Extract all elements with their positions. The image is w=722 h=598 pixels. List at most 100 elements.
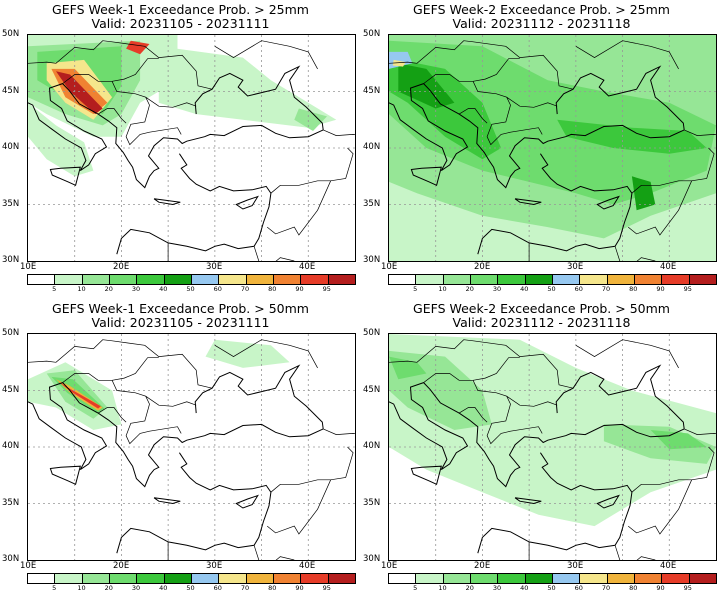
colorbar-swatch — [55, 574, 83, 583]
colorbar-swatch — [328, 574, 355, 583]
country-border — [684, 428, 716, 435]
coastline — [235, 494, 259, 509]
colorbar-tick-label: 5 — [413, 285, 418, 293]
country-border — [423, 74, 543, 146]
country-border — [214, 40, 318, 70]
colorbar-tick-label: 10 — [438, 285, 447, 293]
panel-week2-50mm: GEFS Week-2 Exceedance Prob. > 50mm Vali… — [361, 299, 722, 598]
coastline — [28, 83, 324, 189]
colorbar-swatch — [662, 275, 690, 284]
country-border — [614, 246, 656, 261]
precip-shading — [158, 46, 337, 128]
coastline — [596, 494, 620, 509]
lon-label: 20E — [113, 561, 130, 571]
lon-label: 20E — [474, 561, 491, 571]
colorbar-tick-label: 30 — [131, 285, 141, 293]
lon-label: 20E — [113, 262, 130, 272]
colorbar-tick-label: 40 — [520, 285, 529, 293]
coastline — [555, 65, 685, 130]
colorbar-swatch — [498, 574, 526, 583]
precip-shading — [603, 424, 716, 464]
country-border — [266, 479, 332, 535]
colorbar-swatch — [28, 275, 56, 284]
colorbar-tick-label: 70 — [240, 584, 250, 592]
coastline — [389, 83, 685, 189]
lon-label: 20E — [474, 262, 491, 272]
country-border — [145, 395, 197, 407]
colorbar-swatch — [607, 574, 635, 583]
colorbar-swatch — [191, 574, 220, 583]
lat-label: 30N — [363, 554, 381, 564]
coastline — [514, 198, 542, 206]
panel-week2-25mm: GEFS Week-2 Exceedance Prob. > 25mm Vali… — [361, 0, 722, 299]
colorbar-swatch — [246, 574, 274, 583]
colorbar-swatch — [55, 275, 83, 284]
coastline — [410, 465, 442, 486]
lon-label: 40E — [299, 561, 316, 571]
lon-label: 10E — [20, 262, 37, 272]
colorbar-tick-label: 90 — [295, 584, 304, 592]
coastline — [49, 465, 81, 486]
coastline — [194, 65, 324, 130]
colorbar-tick-label: 10 — [438, 584, 447, 592]
colorbar-swatch — [273, 275, 302, 284]
probability-map — [389, 35, 716, 261]
lon-label: 30E — [567, 262, 584, 272]
colorbar-tick-label: 60 — [574, 584, 583, 592]
colorbar — [388, 573, 717, 584]
colorbar-swatch — [219, 574, 247, 583]
colorbar-tick-label: 30 — [492, 584, 502, 592]
precip-shading — [631, 176, 656, 211]
country-border — [614, 545, 656, 560]
lat-label: 35N — [2, 199, 20, 209]
colorbar-swatch — [137, 275, 165, 284]
precip-shading — [294, 108, 327, 131]
coastline — [49, 166, 81, 187]
lat-label: 35N — [2, 498, 20, 508]
panel-title: GEFS Week-2 Exceedance Prob. > 50mm — [413, 301, 670, 316]
panel-title: GEFS Week-1 Exceedance Prob. > 50mm — [52, 301, 309, 316]
panel-title: GEFS Week-1 Exceedance Prob. > 25mm — [52, 2, 309, 17]
lon-label: 10E — [20, 561, 37, 571]
colorbar-swatch — [301, 574, 329, 583]
colorbar-swatch — [443, 275, 471, 284]
coastline — [116, 452, 272, 554]
colorbar — [27, 274, 356, 285]
colorbar-swatch — [416, 574, 444, 583]
country-border — [575, 339, 679, 369]
colorbar-tick-label: 80 — [268, 584, 277, 592]
colorbar-swatch — [219, 275, 247, 284]
colorbar-tick-label: 90 — [656, 285, 665, 293]
lat-label: 30N — [2, 255, 20, 265]
colorbar-tick-label: 80 — [629, 285, 638, 293]
colorbar-tick-label: 40 — [159, 285, 168, 293]
colorbar-swatch — [498, 275, 526, 284]
coastline — [116, 153, 272, 255]
colorbar-tick-label: 95 — [322, 584, 331, 592]
coastline — [389, 382, 685, 488]
lat-label: 40N — [2, 142, 20, 152]
precip-shading — [392, 59, 406, 67]
colorbar-tick-label: 20 — [104, 584, 113, 592]
lat-label: 50N — [363, 328, 381, 338]
colorbar-tick-label: 20 — [465, 584, 474, 592]
precip-shading — [389, 40, 716, 205]
panel-valid-dates: Valid: 20231105 - 20231111 — [91, 16, 270, 31]
lat-label: 50N — [363, 29, 381, 39]
country-border — [458, 407, 488, 423]
colorbar-tick-label: 90 — [295, 285, 304, 293]
map-area — [388, 333, 717, 561]
precip-shading — [650, 430, 707, 450]
country-border — [62, 373, 182, 445]
precip-shading — [205, 339, 290, 368]
country-border — [389, 339, 574, 389]
colorbar-swatch — [109, 574, 138, 583]
country-border — [28, 40, 213, 90]
coastline — [410, 166, 442, 187]
map-area — [27, 34, 356, 262]
panel-valid-dates: Valid: 20231112 - 20231118 — [452, 16, 631, 31]
lat-label: 35N — [363, 199, 381, 209]
lat-label: 30N — [363, 255, 381, 265]
colorbar-swatch — [607, 275, 635, 284]
coastline — [596, 195, 620, 210]
